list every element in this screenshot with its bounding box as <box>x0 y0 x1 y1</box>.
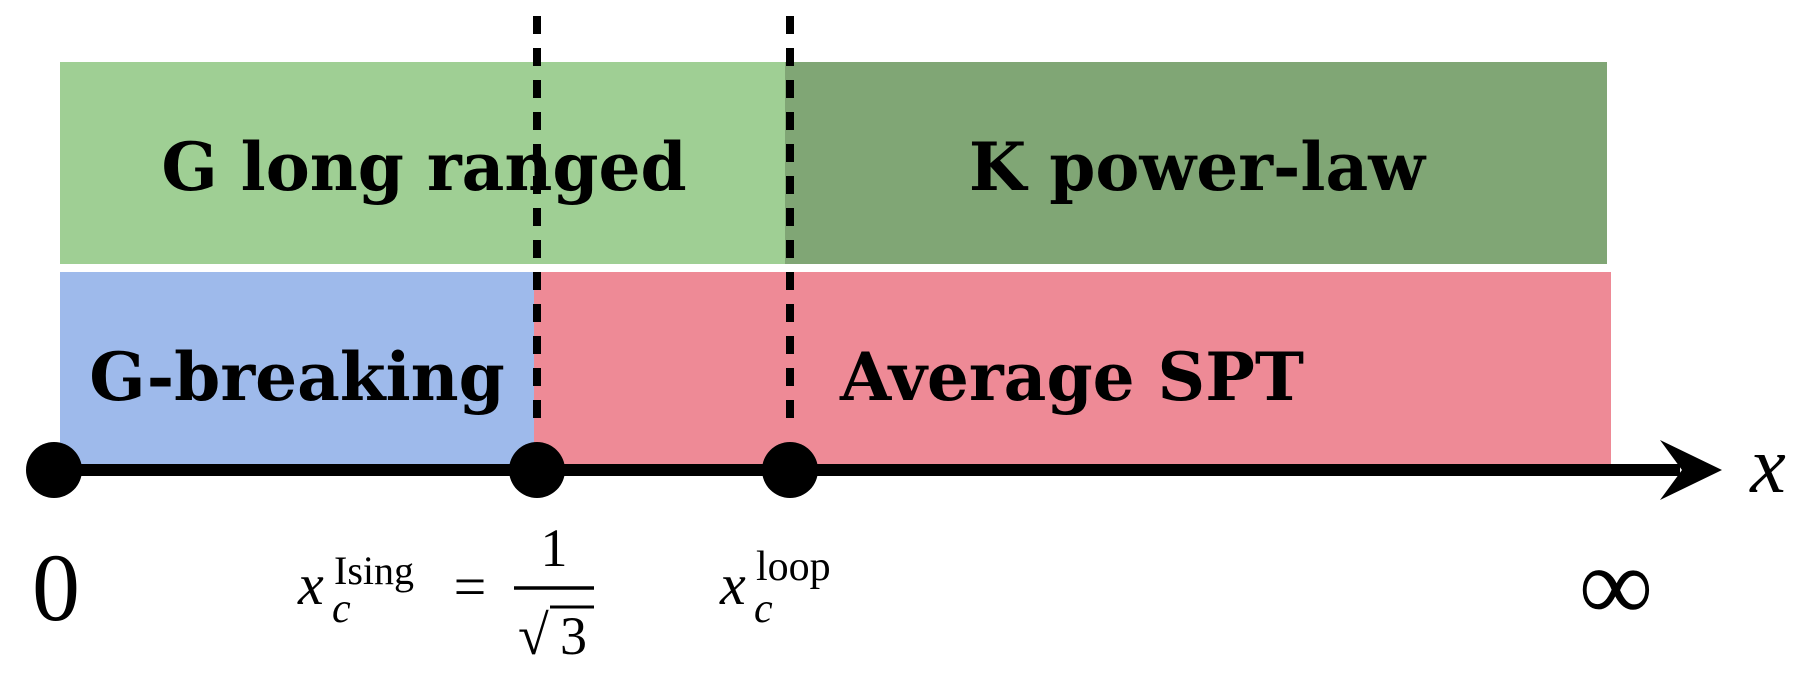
x-axis-arrowhead <box>1660 440 1722 500</box>
k-power-law-label: K power-law <box>969 128 1427 206</box>
ising-point <box>509 442 565 498</box>
infinity-label: ∞ <box>1579 528 1653 643</box>
origin-label: 0 <box>32 534 80 641</box>
region-average-spt <box>534 272 1611 464</box>
loop-symbol: x <box>719 552 746 617</box>
ising-subscript: c <box>332 586 351 632</box>
loop-point <box>762 442 818 498</box>
average-spt-label: Average SPT <box>839 338 1304 416</box>
axis-variable-label: x <box>1749 422 1786 510</box>
ising-radicand: 3 <box>560 606 587 666</box>
ising-symbol: x <box>297 552 324 617</box>
loop-subscript: c <box>754 586 773 632</box>
ising-numerator: 1 <box>541 518 568 578</box>
loop-superscript: loop <box>756 544 831 590</box>
g-long-ranged-label: G long ranged <box>161 128 686 206</box>
loop-critical-label: x loop c <box>719 544 831 632</box>
region-k-power-law <box>785 62 1607 264</box>
ising-critical-label: x Ising c = 1 √ 3 <box>297 518 594 667</box>
origin-point <box>26 442 82 498</box>
region-g-breaking <box>60 272 534 464</box>
region-g-long-ranged <box>60 62 785 264</box>
ising-equals: = <box>454 554 487 619</box>
ising-radical: √ <box>518 605 549 667</box>
g-breaking-label: G-breaking <box>89 338 505 416</box>
ising-superscript: Ising <box>334 548 414 593</box>
